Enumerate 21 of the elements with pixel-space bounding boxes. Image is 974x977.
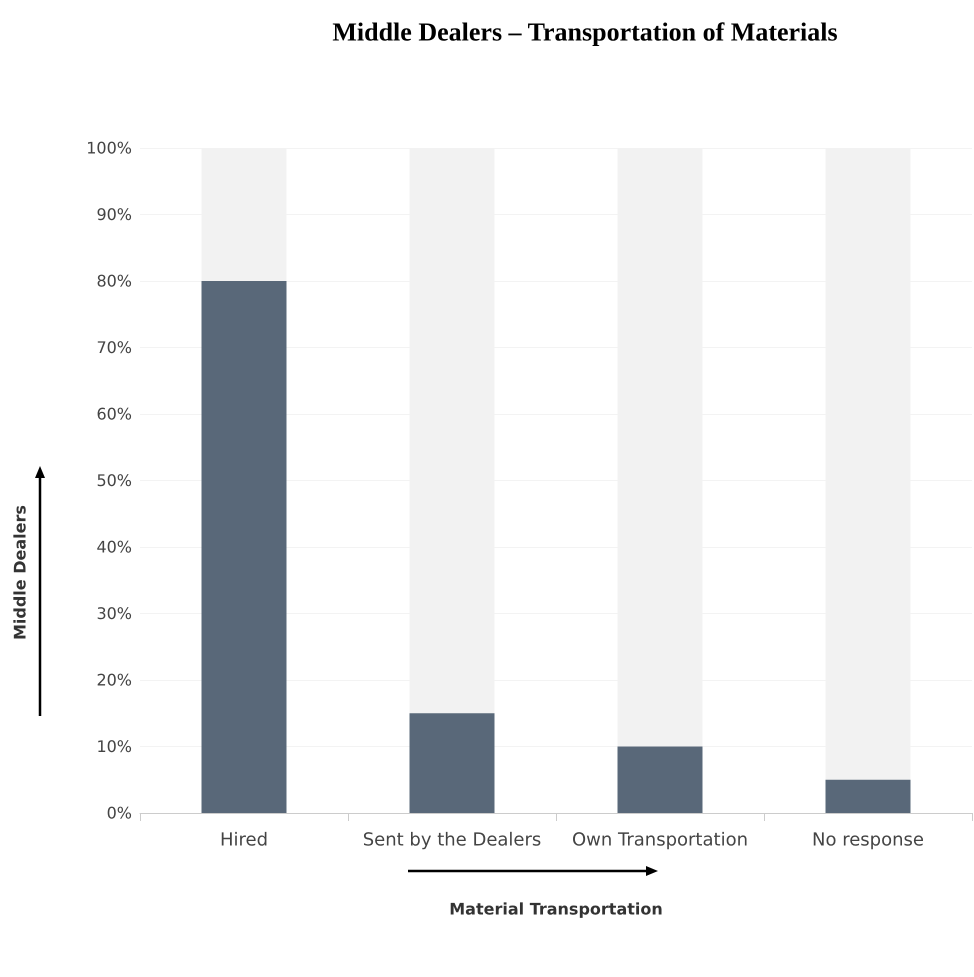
- y-tick-label: 80%: [96, 272, 132, 290]
- y-tick-label: 20%: [96, 670, 132, 690]
- y-tick-label: 40%: [96, 538, 132, 556]
- bar: [826, 780, 910, 813]
- y-tick-label: 0%: [106, 804, 132, 822]
- x-tick-label: Hired: [220, 830, 268, 850]
- y-tick-label: 50%: [96, 471, 132, 490]
- x-tick-label: Sent by the Dealers: [362, 830, 542, 850]
- x-tick-label: No response: [812, 830, 924, 850]
- x-axis-title: Material Transportation: [449, 900, 663, 918]
- y-tick-label: 30%: [96, 604, 132, 623]
- y-axis-title: Middle Dealers: [10, 505, 30, 640]
- y-tick-label: 100%: [86, 138, 132, 158]
- x-tick-label: Own Transportation: [572, 830, 748, 850]
- y-tick-label: 90%: [96, 205, 132, 224]
- y-tick-label: 70%: [96, 338, 132, 357]
- y-tick-label: 60%: [96, 404, 132, 424]
- bar: [410, 713, 494, 813]
- y-tick-label: 10%: [96, 737, 132, 756]
- bar: [618, 746, 702, 813]
- chart-title: Middle Dealers – Transportation of Materials: [332, 18, 838, 46]
